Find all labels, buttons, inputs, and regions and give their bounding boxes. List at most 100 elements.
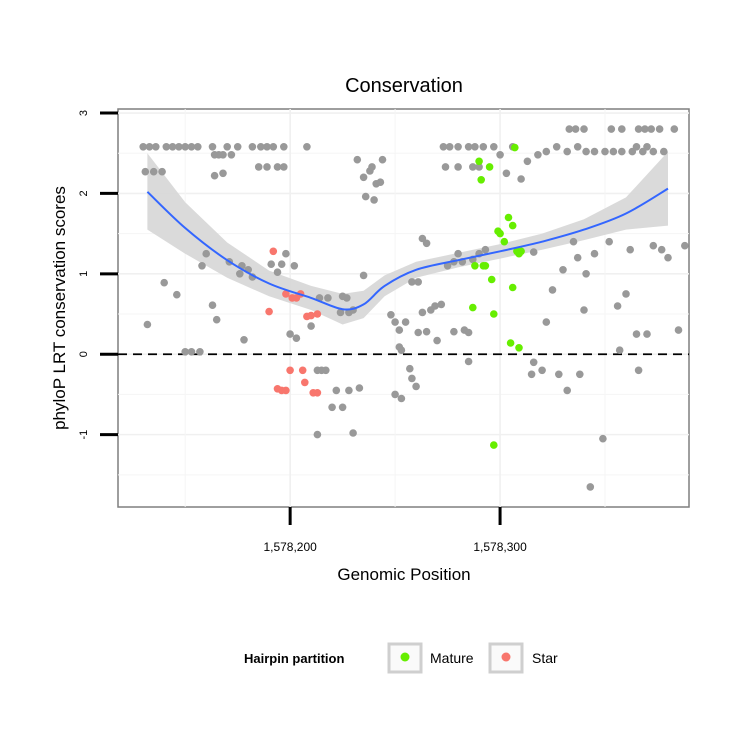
point-other [387,311,395,319]
point-other [626,245,634,254]
point-other [397,394,406,403]
point-other [233,143,242,151]
point-other [359,271,368,280]
point-other [187,348,196,356]
point-other [349,429,357,437]
point-other [267,260,276,269]
point-other [175,143,183,151]
x-tick-label: 1,578,300 [473,540,527,554]
point-other [445,143,454,151]
point-mature [481,262,490,270]
point-other [353,155,362,164]
point-other [418,308,427,317]
point-star [298,366,307,375]
series-other [139,125,689,491]
point-star [269,247,278,256]
point-other [152,143,160,151]
point-other [292,334,301,343]
y-tick-label: 3 [78,110,90,116]
point-other [586,483,595,491]
point-other [391,390,399,399]
point-other [158,167,166,176]
plot-panel-border [117,108,690,508]
point-other [601,147,609,156]
point-other [475,163,483,171]
y-tick-label: 1 [78,271,90,277]
point-other [664,253,672,262]
point-other [202,249,210,258]
point-other [618,125,626,133]
point-other [542,147,551,156]
point-other [227,151,236,159]
point-other [469,163,477,171]
point-other [443,262,452,270]
point-other [647,125,655,133]
point-star [313,389,322,397]
point-other [160,278,168,287]
point-other [236,270,244,278]
point-other [431,302,439,310]
point-other [649,241,658,250]
point-other [609,147,618,156]
point-mature [500,237,509,246]
point-other [529,248,538,256]
point-other [607,125,616,133]
point-other [563,147,571,156]
point-other [345,386,353,395]
point-other [254,163,263,171]
point-other [523,157,532,166]
point-other [181,348,189,356]
point-other [208,143,217,151]
point-other [618,147,626,156]
point-mature [471,262,479,270]
point-other [670,125,679,133]
point-other [187,143,196,151]
point-other [162,143,171,151]
point-other [212,315,221,324]
point-other [269,143,278,151]
point-other [441,163,450,171]
point-other [332,386,341,395]
point-other [634,125,643,133]
point-mature [515,249,523,258]
point-other [565,125,574,133]
y-axis-label: phyloP LRT conservation scores [50,186,69,430]
point-other [376,178,385,186]
point-other [632,143,641,151]
point-other [439,143,448,151]
y-tick-label: 2 [78,190,90,196]
point-star [286,366,294,375]
point-other [580,125,588,133]
y-tick-label: 0 [78,351,90,357]
point-other [277,260,286,269]
point-other [280,163,288,171]
point-mature [511,143,519,152]
point-other [542,318,551,326]
point-other [173,290,181,299]
point-other [527,370,536,379]
point-other [450,327,458,336]
point-other [613,302,622,310]
point-other [464,328,473,337]
point-other [414,328,423,337]
point-mature [506,339,515,347]
point-other [529,358,538,367]
legend-dot-mature [400,652,410,662]
point-other [406,364,414,373]
point-other [580,306,588,314]
point-other [660,147,668,156]
point-other [328,403,336,412]
point-other [273,268,282,277]
point-other [538,366,546,375]
point-other [240,336,248,344]
point-other [196,348,204,356]
point-other [338,403,347,412]
point-star [282,386,290,395]
point-other [534,151,542,159]
point-other [194,143,202,151]
point-other [464,357,473,366]
point-other [582,270,590,278]
point-other [573,143,582,151]
point-other [657,245,666,254]
